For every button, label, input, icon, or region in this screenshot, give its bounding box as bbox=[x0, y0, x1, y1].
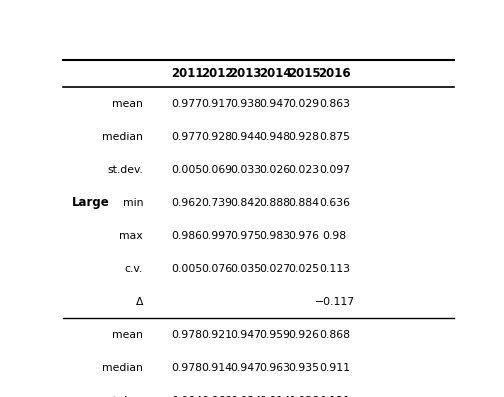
Text: 2015: 2015 bbox=[288, 67, 321, 80]
Text: st.dev.: st.dev. bbox=[107, 165, 143, 175]
Text: c.v.: c.v. bbox=[125, 264, 143, 274]
Text: 0.962: 0.962 bbox=[172, 198, 203, 208]
Text: 0.947: 0.947 bbox=[230, 330, 261, 340]
Text: 0.113: 0.113 bbox=[319, 264, 350, 274]
Text: 0.035: 0.035 bbox=[230, 264, 262, 274]
Text: 0.935: 0.935 bbox=[288, 363, 320, 373]
Text: 0.947: 0.947 bbox=[260, 99, 291, 109]
Text: Large: Large bbox=[72, 197, 110, 210]
Text: st.dev.: st.dev. bbox=[107, 396, 143, 397]
Text: 0.938: 0.938 bbox=[230, 99, 261, 109]
Text: 0.914: 0.914 bbox=[202, 363, 232, 373]
Text: −0.117: −0.117 bbox=[314, 297, 354, 307]
Text: 0.026: 0.026 bbox=[260, 165, 291, 175]
Text: 0.014: 0.014 bbox=[260, 396, 291, 397]
Text: 0.926: 0.926 bbox=[288, 330, 320, 340]
Text: 0.029: 0.029 bbox=[288, 99, 320, 109]
Text: 0.027: 0.027 bbox=[260, 264, 291, 274]
Text: 2014: 2014 bbox=[259, 67, 291, 80]
Text: 0.977: 0.977 bbox=[172, 132, 203, 142]
Text: 0.023: 0.023 bbox=[288, 165, 320, 175]
Text: Δ: Δ bbox=[136, 297, 143, 307]
Text: 0.977: 0.977 bbox=[172, 99, 203, 109]
Text: 0.944: 0.944 bbox=[230, 132, 261, 142]
Text: 2013: 2013 bbox=[229, 67, 262, 80]
Text: 2011: 2011 bbox=[171, 67, 204, 80]
Text: 0.917: 0.917 bbox=[202, 99, 232, 109]
Text: 0.978: 0.978 bbox=[172, 330, 203, 340]
Text: 0.069: 0.069 bbox=[201, 396, 232, 397]
Text: 0.976: 0.976 bbox=[288, 231, 320, 241]
Text: mean: mean bbox=[112, 330, 143, 340]
Text: 0.875: 0.875 bbox=[319, 132, 350, 142]
Text: 0.98: 0.98 bbox=[323, 231, 347, 241]
Text: 0.121: 0.121 bbox=[319, 396, 350, 397]
Text: 0.948: 0.948 bbox=[260, 132, 291, 142]
Text: 0.097: 0.097 bbox=[319, 165, 350, 175]
Text: 0.921: 0.921 bbox=[202, 330, 232, 340]
Text: median: median bbox=[102, 363, 143, 373]
Text: 2012: 2012 bbox=[201, 67, 233, 80]
Text: max: max bbox=[119, 231, 143, 241]
Text: 0.978: 0.978 bbox=[172, 363, 203, 373]
Text: 0.963: 0.963 bbox=[260, 363, 291, 373]
Text: 0.842: 0.842 bbox=[230, 198, 261, 208]
Text: 0.947: 0.947 bbox=[230, 363, 261, 373]
Text: 0.868: 0.868 bbox=[319, 330, 350, 340]
Text: 0.069: 0.069 bbox=[201, 165, 232, 175]
Text: 0.997: 0.997 bbox=[202, 231, 232, 241]
Text: 0.636: 0.636 bbox=[319, 198, 350, 208]
Text: 0.959: 0.959 bbox=[260, 330, 291, 340]
Text: 0.739: 0.739 bbox=[202, 198, 232, 208]
Text: 0.033: 0.033 bbox=[230, 165, 262, 175]
Text: 0.038: 0.038 bbox=[288, 396, 320, 397]
Text: 0.888: 0.888 bbox=[260, 198, 291, 208]
Text: 0.983: 0.983 bbox=[260, 231, 291, 241]
Text: 0.928: 0.928 bbox=[288, 132, 320, 142]
Text: mean: mean bbox=[112, 99, 143, 109]
Text: 0.025: 0.025 bbox=[288, 264, 320, 274]
Text: 0.005: 0.005 bbox=[171, 264, 203, 274]
Text: 0.911: 0.911 bbox=[319, 363, 350, 373]
Text: 0.863: 0.863 bbox=[319, 99, 350, 109]
Text: 0.024: 0.024 bbox=[230, 396, 262, 397]
Text: 2016: 2016 bbox=[318, 67, 351, 80]
Text: 0.986: 0.986 bbox=[172, 231, 203, 241]
Text: 0.005: 0.005 bbox=[171, 165, 203, 175]
Text: 0.076: 0.076 bbox=[201, 264, 232, 274]
Text: 0.004: 0.004 bbox=[171, 396, 203, 397]
Text: median: median bbox=[102, 132, 143, 142]
Text: 0.884: 0.884 bbox=[288, 198, 320, 208]
Text: 0.928: 0.928 bbox=[202, 132, 232, 142]
Text: min: min bbox=[122, 198, 143, 208]
Text: 0.975: 0.975 bbox=[230, 231, 261, 241]
